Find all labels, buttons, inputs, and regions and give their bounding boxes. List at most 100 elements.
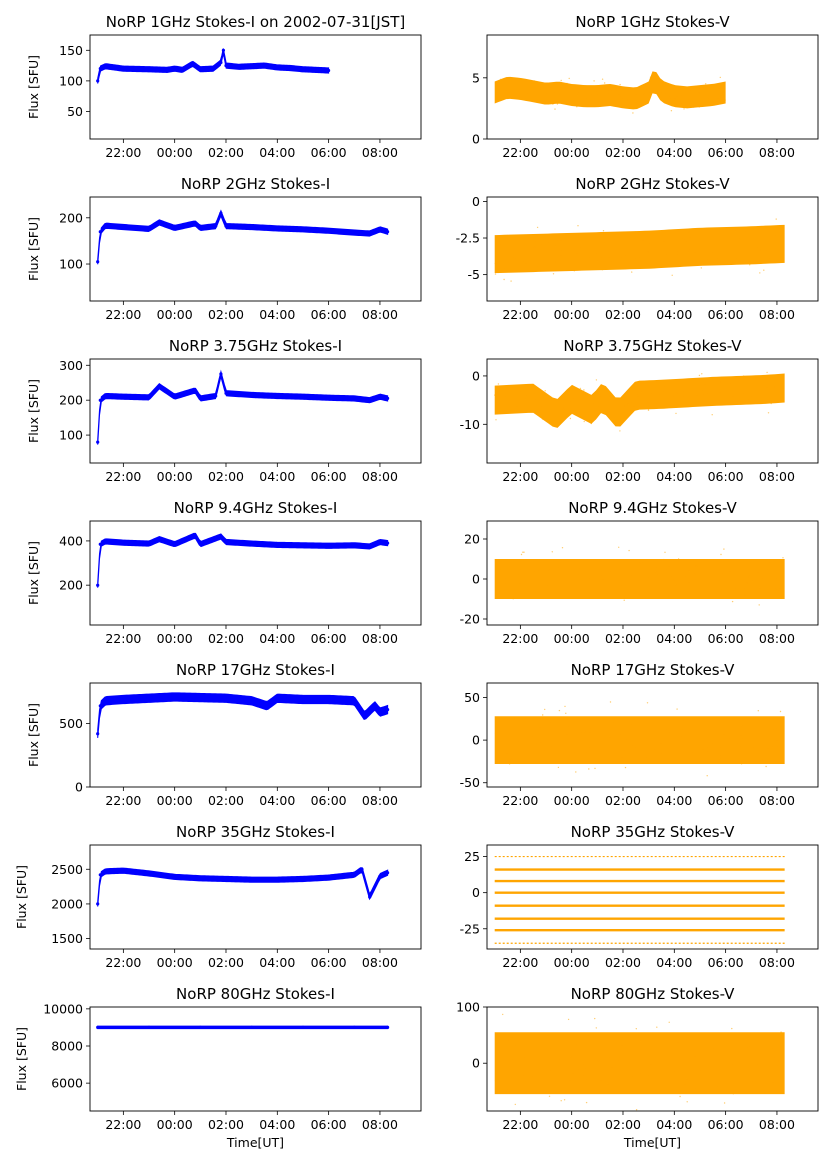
data-point [103,64,107,68]
x-axis-label: Time[UT] [623,1135,681,1150]
data-point [565,712,567,714]
data-point [542,580,544,582]
data-point [103,699,107,703]
data-point [688,582,690,585]
data-point [620,733,623,736]
x-tick-label: 02:00 [208,955,244,970]
data-point [780,400,783,402]
data-point [700,1069,702,1072]
data-point [758,604,760,606]
x-tick-label: 06:00 [708,145,744,160]
data-point [776,745,778,747]
chart-title: NoRP 9.4GHz Stokes-I [174,499,338,517]
data-point [646,402,648,404]
data-point [753,597,756,599]
data-point [219,211,223,215]
data-point [694,252,696,254]
data-point [601,571,604,573]
data-point [198,67,202,71]
data-point [754,252,756,254]
data-point [590,422,593,425]
data-point [540,405,542,407]
data-point [515,394,517,396]
x-tick-label: 06:00 [708,469,744,484]
data-point [738,1078,740,1081]
data-point [630,102,632,104]
data-point [722,85,725,87]
data-point [595,252,597,254]
data-point [689,101,691,104]
data-point [557,567,560,569]
y-tick-label: 100 [59,257,83,272]
data-point [650,1063,652,1065]
data-point [585,750,588,753]
y-axis-label: Flux [SFU] [14,1027,29,1091]
data-point [719,754,721,756]
data-point [301,67,305,71]
y-tick-label: 100 [59,428,83,443]
data-point [224,696,228,700]
x-tick-label: 22:00 [502,307,538,322]
y-tick-label: 8000 [51,1039,83,1054]
data-point [250,542,254,546]
plot-area [96,209,390,265]
data-point [378,874,382,878]
data-point [766,1059,768,1061]
data-point [513,83,516,85]
data-point [626,567,628,569]
y-axis-label: Flux [SFU] [26,703,41,767]
data-point [640,95,643,97]
chart-title: NoRP 2GHz Stokes-V [575,175,730,193]
chart-title: NoRP 3.75GHz Stokes-V [563,337,742,355]
data-point [596,94,598,97]
x-tick-label: 00:00 [554,145,590,160]
data-point [616,1080,619,1082]
data-point [173,695,177,699]
axes-frame [486,520,819,626]
data-point [611,736,613,738]
data-point [692,260,694,262]
data-point [772,588,775,590]
data-point [585,1101,588,1104]
plot-area [494,218,785,282]
data-point [250,1025,254,1029]
data-point [763,1053,765,1055]
data-point [648,242,650,244]
plot-area [494,701,785,777]
data-point [327,396,331,400]
data-point [685,1078,688,1080]
chart-panel-2: 22:00 00:00 02:00 04:00 06:00 08:00 100 200 NoRP… [26,175,422,322]
data-point [558,709,561,712]
data-point [743,593,745,595]
data-point [649,92,651,95]
y-tick-label: -25 [460,921,480,936]
data-point [676,391,679,394]
data-point [700,267,702,269]
series-band-10 [97,867,389,907]
data-point [714,752,717,754]
y-tick-label: 2500 [51,862,83,877]
data-point [600,399,602,402]
data-point [622,97,624,100]
data-point [655,382,657,384]
data-point [579,725,582,727]
data-point [765,765,767,768]
data-point [775,218,777,220]
data-point [576,106,578,108]
data-point [552,90,554,93]
y-tick-label: 5 [472,70,480,85]
chart-panel-1: 22:00 00:00 02:00 04:00 06:00 08:00 0 5 NoRP 1GH… [472,13,819,160]
data-point [776,1065,779,1067]
data-point [557,1059,559,1061]
x-axis-label: Time[UT] [226,1135,284,1150]
data-point [577,394,579,396]
data-point [502,1013,504,1016]
data-point [670,591,672,593]
data-point [514,1103,516,1106]
x-tick-label: 04:00 [656,469,692,484]
data-point [566,101,568,104]
data-point [608,92,610,94]
data-point [624,578,626,580]
data-point [560,1100,562,1102]
data-point [698,103,701,105]
